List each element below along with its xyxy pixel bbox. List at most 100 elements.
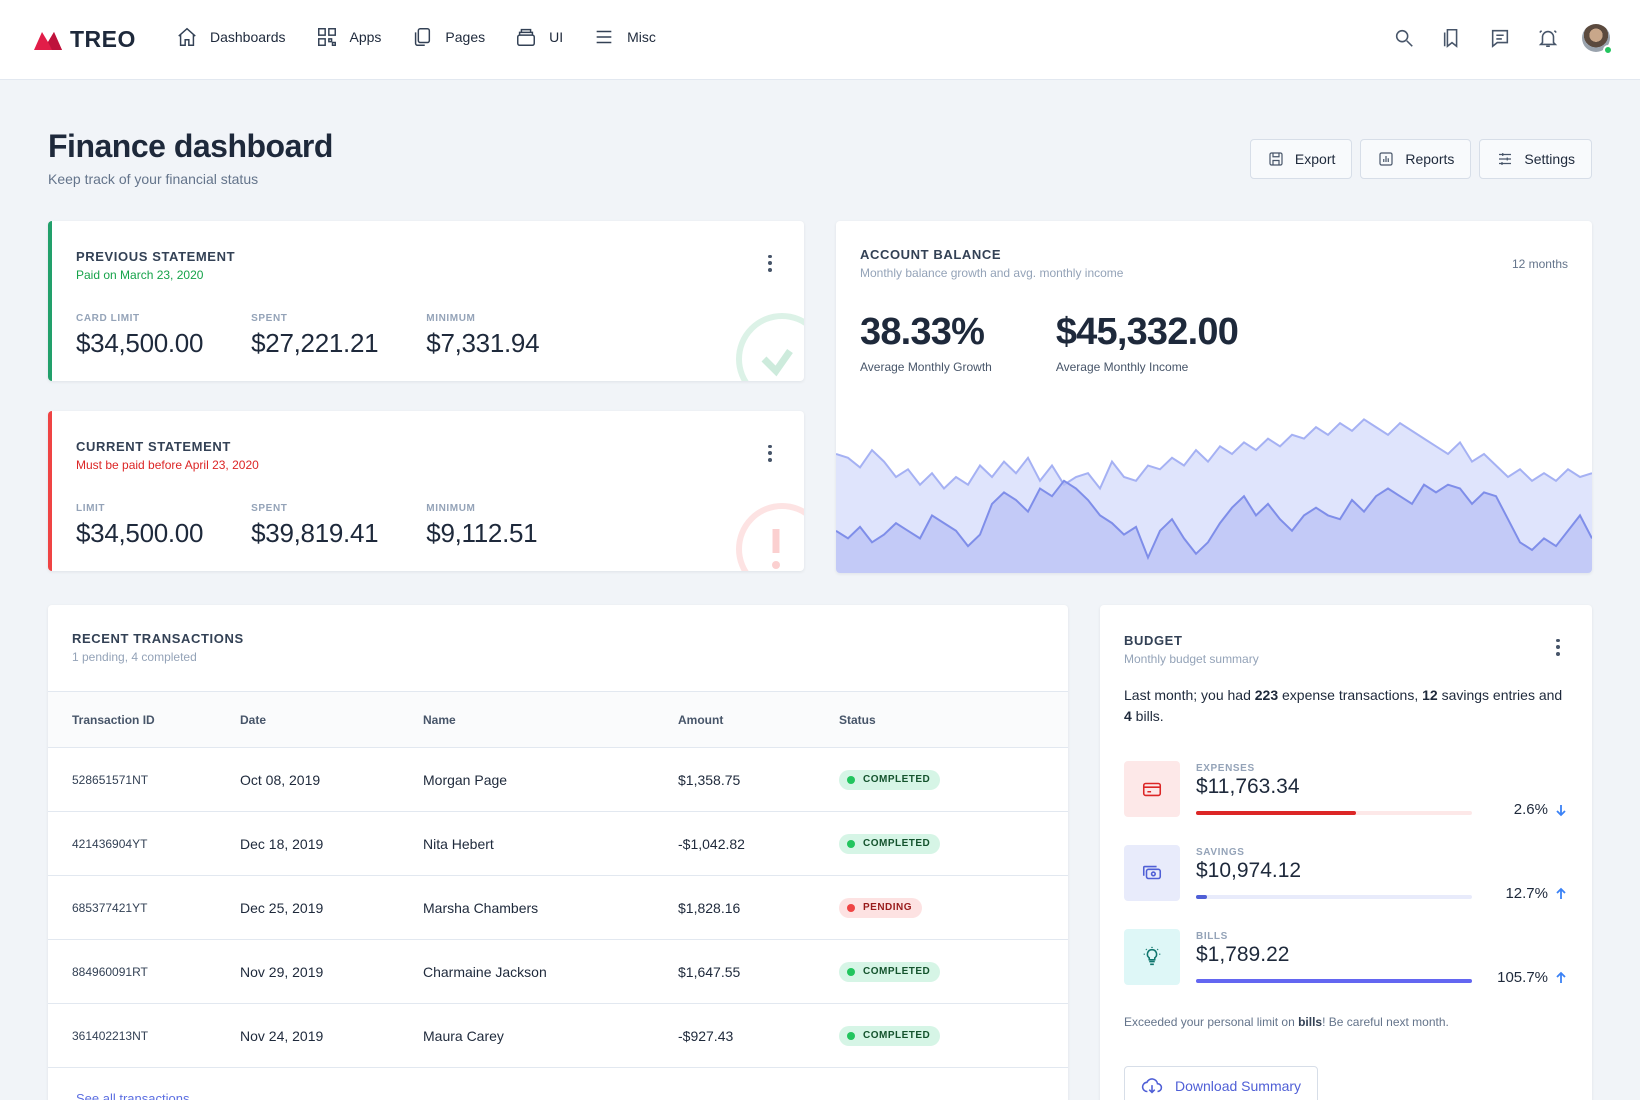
reports-button[interactable]: Reports bbox=[1360, 139, 1472, 179]
arrow-up-icon bbox=[1556, 971, 1566, 983]
card-accent bbox=[48, 221, 52, 381]
status-badge: COMPLETED bbox=[839, 769, 941, 790]
text: Last month; you had bbox=[1124, 687, 1255, 703]
table-row[interactable]: 421436904YT Dec 18, 2019 Nita Hebert -$1,04… bbox=[48, 811, 1068, 876]
budget-progress-fill bbox=[1196, 979, 1472, 983]
messages-button[interactable] bbox=[1486, 24, 1514, 52]
stat-label: Minimum bbox=[426, 503, 476, 514]
stat-spent: Spent $39,819.41 bbox=[251, 503, 378, 549]
budget-bills-row: BILLS $1,789.22 105.7% bbox=[1124, 929, 1568, 986]
transaction-amount: -$927.43 bbox=[678, 1003, 839, 1068]
stat-label: Limit bbox=[76, 503, 106, 514]
chat-icon bbox=[1491, 29, 1509, 48]
nav-misc[interactable]: Misc bbox=[593, 26, 656, 48]
top-bar: TREO Dashboards Apps Pages UI Misc bbox=[0, 0, 1640, 80]
text: bills. bbox=[1131, 708, 1164, 724]
exclamation-circle-icon bbox=[736, 503, 804, 571]
status-dot bbox=[847, 839, 855, 848]
save-icon bbox=[1269, 152, 1283, 166]
pages-icon bbox=[415, 28, 431, 46]
card-title: Recent Transactions bbox=[72, 631, 244, 646]
balance-area-chart bbox=[836, 418, 1592, 573]
nav-label: Dashboards bbox=[210, 29, 286, 45]
transaction-name: Maura Carey bbox=[423, 1003, 678, 1068]
table-row[interactable]: 884960091RT Nov 29, 2019 Charmaine Jackson… bbox=[48, 939, 1068, 1004]
transactions-table: Transaction ID Date Name Amount Status 5… bbox=[48, 691, 1068, 1068]
nav-dashboards[interactable]: Dashboards bbox=[176, 26, 286, 48]
status-badge: COMPLETED bbox=[839, 1025, 941, 1046]
export-label: Export bbox=[1294, 151, 1336, 167]
nav-pages[interactable]: Pages bbox=[411, 26, 485, 48]
arrow-up-icon bbox=[1556, 887, 1566, 899]
big-label: Average Monthly Income bbox=[1055, 360, 1189, 374]
text: savings entries and bbox=[1437, 687, 1563, 703]
notifications-button[interactable] bbox=[1534, 24, 1562, 52]
credit-card-icon bbox=[1142, 782, 1162, 797]
stat-label: Minimum bbox=[426, 313, 476, 324]
budget-card: Budget Monthly budget summary Last month… bbox=[1100, 605, 1592, 1100]
status-dot bbox=[847, 1031, 855, 1040]
qr-grid-icon bbox=[317, 28, 336, 46]
budget-icon-box bbox=[1124, 761, 1180, 817]
budget-progress bbox=[1196, 895, 1472, 899]
transaction-date: Dec 18, 2019 bbox=[240, 811, 423, 876]
period-label: 12 months bbox=[1511, 257, 1568, 271]
text: expense transactions, bbox=[1278, 687, 1423, 703]
stat-value: $7,331.94 bbox=[426, 328, 540, 358]
table-row[interactable]: 528651571NT Oct 08, 2019 Morgan Page $1,358… bbox=[48, 747, 1068, 812]
chart-area-series-1 bbox=[836, 480, 1592, 573]
big-label: Average Monthly Growth bbox=[860, 360, 992, 374]
nav-apps[interactable]: Apps bbox=[316, 26, 381, 48]
avatar[interactable] bbox=[1582, 24, 1613, 55]
cash-icon bbox=[1142, 865, 1162, 880]
check-circle-icon bbox=[736, 313, 804, 381]
column-header[interactable]: Date bbox=[240, 691, 423, 748]
nav-label: Pages bbox=[445, 29, 486, 45]
more-options-button[interactable] bbox=[760, 443, 780, 463]
settings-label: Settings bbox=[1524, 151, 1575, 167]
stat-card-limit: Card Limit $34,500.00 bbox=[76, 313, 203, 359]
column-header[interactable]: Status bbox=[839, 691, 1068, 748]
column-header[interactable]: Name bbox=[423, 691, 678, 748]
nav-ui[interactable]: UI bbox=[515, 26, 563, 48]
more-options-button[interactable] bbox=[760, 253, 780, 273]
expense-count: 223 bbox=[1254, 687, 1279, 703]
settings-button[interactable]: Settings bbox=[1479, 139, 1592, 179]
main-nav: Dashboards Apps Pages UI Misc bbox=[176, 26, 686, 48]
download-summary-button[interactable]: Download Summary bbox=[1124, 1066, 1319, 1100]
table-row[interactable]: 685377421YT Dec 25, 2019 Marsha Chambers $1… bbox=[48, 875, 1068, 940]
status-text: COMPLETED bbox=[863, 838, 931, 849]
transaction-name: Charmaine Jackson bbox=[423, 939, 678, 1004]
previous-statement-card: Previous Statement Paid on March 23, 202… bbox=[48, 221, 804, 381]
layers-icon bbox=[517, 28, 536, 46]
logo[interactable]: TREO bbox=[32, 26, 136, 53]
export-button[interactable]: Export bbox=[1249, 139, 1353, 179]
avg-growth-stat: 38.33% Average Monthly Growth bbox=[860, 311, 992, 374]
stat-value: $34,500.00 bbox=[76, 328, 204, 358]
transaction-name: Morgan Page bbox=[423, 747, 678, 812]
transaction-status: PENDING bbox=[839, 875, 1068, 940]
bills-count: 4 bbox=[1124, 708, 1132, 724]
search-button[interactable] bbox=[1390, 24, 1418, 52]
shortcuts-button[interactable] bbox=[1438, 24, 1466, 52]
text-bold: bills bbox=[1298, 1015, 1323, 1029]
status-badge: COMPLETED bbox=[839, 833, 941, 854]
table-row[interactable]: 361402213NT Nov 24, 2019 Maura Carey -$927.… bbox=[48, 1003, 1068, 1068]
budget-progress-fill bbox=[1196, 811, 1357, 815]
see-all-transactions-link[interactable]: See all transactions bbox=[76, 1091, 190, 1100]
current-statement-card: Current Statement Must be paid before Ap… bbox=[48, 411, 804, 571]
big-value: $45,332.00 bbox=[1055, 311, 1239, 353]
status-text: COMPLETED bbox=[863, 966, 931, 977]
budget-label: BILLS bbox=[1196, 931, 1228, 942]
transaction-id: 528651571NT bbox=[48, 747, 240, 812]
column-header[interactable]: Transaction ID bbox=[48, 691, 240, 748]
more-options-button[interactable] bbox=[1548, 637, 1568, 657]
stat-value: $27,221.21 bbox=[251, 328, 379, 358]
transaction-name: Nita Hebert bbox=[423, 811, 678, 876]
stat-limit: Limit $34,500.00 bbox=[76, 503, 203, 549]
card-title: Account Balance bbox=[860, 247, 1002, 262]
stat-label: Card Limit bbox=[76, 313, 140, 324]
page-subtitle: Keep track of your financial status bbox=[48, 171, 259, 187]
column-header[interactable]: Amount bbox=[678, 691, 839, 748]
percent-value: 12.7% bbox=[1505, 885, 1548, 902]
